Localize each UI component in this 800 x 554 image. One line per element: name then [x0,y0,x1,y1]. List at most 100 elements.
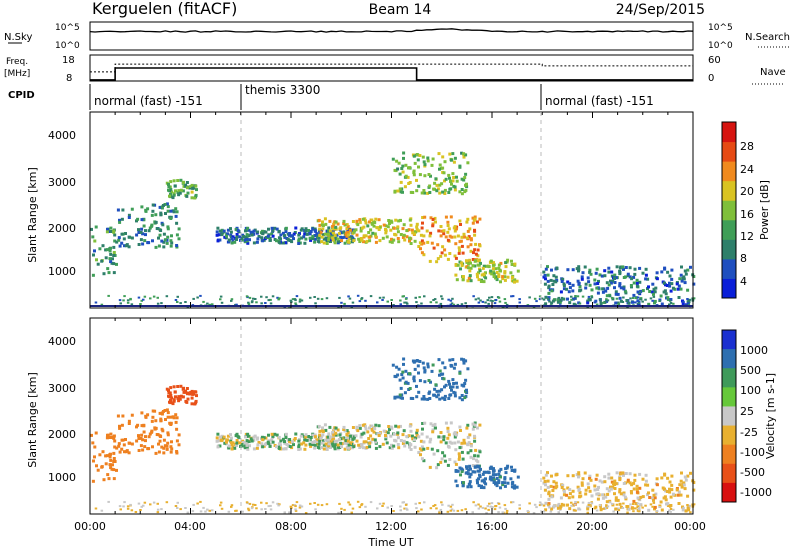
sky-right-label: N.Search [745,32,790,43]
power-echo-cell [334,225,338,229]
velocity-echo-cell [144,439,147,443]
power-echo-cell [404,163,408,167]
power-echo-cell [316,234,320,237]
velocity-echo-cell [418,447,422,451]
velocity-echo-cell [252,447,256,451]
velocity-echo-cell [189,391,193,394]
velocity-echo-cell [244,435,247,439]
power-echo-cell [360,238,364,242]
velocity-echo-cell [413,367,417,371]
velocity-near-range-cell [692,503,696,506]
velocity-echo-cell [622,491,626,495]
power-echo-cell [497,263,501,267]
power-echo-cell [635,281,639,285]
velocity-echo-cell [546,479,550,483]
velocity-echo-cell [443,394,447,398]
power-echo-cell [510,259,513,263]
velocity-near-range-cell [559,507,562,510]
power-echo-cell [218,229,222,233]
velocity-echo-cell [669,495,673,499]
velocity-echo-cell [112,451,116,455]
power-echo-cell [571,289,575,293]
power-echo-cell [399,233,403,236]
velocity-echo-cell [162,451,166,455]
power-echo-cell [597,279,600,283]
power-near-range-cell [122,299,125,302]
power-echo-cell [378,239,382,243]
power-echo-cell [549,278,553,282]
velocity-echo-cell [431,430,435,434]
power-echo-cell [441,245,445,249]
velocity-echo-cell [544,483,547,487]
velocity-echo-cell [247,434,251,438]
xtick-0400: 04:00 [174,520,206,533]
power-echo-cell [334,220,338,224]
power-echo-cell [546,279,550,283]
velocity-echo-cell [613,492,616,496]
velocity-echo-cell [670,474,674,478]
power-echo-cell [492,272,496,276]
velocity-echo-cell [338,433,342,437]
velocity-echo-cell [546,471,549,475]
velocity-echo-cell [458,371,462,375]
velocity-echo-cell [562,490,566,493]
velocity-near-range-cell [381,505,384,507]
velocity-echo-cell [454,469,458,472]
power-echo-cell [226,228,230,232]
velocity-echo-cell [680,471,683,475]
velocity-echo-cell [503,481,507,485]
velocity-echo-cell [613,487,617,490]
power-echo-cell [182,184,186,188]
velocity-echo-cell [556,506,560,510]
power-echo-cell [368,220,371,224]
velocity-echo-cell [148,432,152,436]
power-near-range-cell [267,299,270,302]
vel-ytick-3000: 3000 [48,382,76,395]
power-echo-cell [233,240,237,244]
velocity-echo-cell [448,440,452,444]
velocity-near-range-cell [684,510,687,513]
power-echo-cell [115,240,119,244]
power-echo-cell [463,235,467,239]
power-colorbar-ticks: 28 24 20 16 12 8 4 [740,140,754,288]
velocity-echo-cell [397,425,401,429]
power-echo-cell [277,229,281,233]
power-echo-cell [448,176,451,180]
power-echo-cell [171,196,175,200]
velocity-echo-cell [118,450,122,454]
velocity-near-range-cell [313,502,316,504]
power-colorbar-frame [721,121,737,299]
velocity-echo-cell [165,447,169,451]
velocity-echo-cell [469,485,473,489]
velocity-near-range-cell [119,508,122,511]
velocity-echo-cell [422,395,426,398]
velocity-echo-cell [692,488,696,492]
velocity-echo-cell [117,444,121,448]
velocity-echo-cell [619,492,623,496]
velocity-near-range-cell [129,503,132,506]
power-near-range-cell [477,301,481,304]
velocity-echo-cell [586,482,590,486]
power-near-range-cell [165,295,169,298]
velocity-echo-cell [231,441,235,445]
velocity-near-range-cell [142,504,145,507]
power-echo-cell [471,264,475,268]
power-echo-cell [647,285,650,289]
velocity-near-range-cell [622,502,625,505]
velocity-echo-cell [277,446,281,450]
power-echo-cell [646,277,650,281]
velocity-echo-cell [328,444,332,448]
velocity-near-range-cell [230,505,233,508]
power-echo-cell [677,296,681,299]
velocity-echo-cell [601,493,605,497]
velocity-echo-cell [609,487,613,491]
velocity-echo-cell [158,439,162,443]
power-panel-frame [89,111,694,309]
velocity-echo-cell [139,444,143,448]
velocity-echo-cell [543,488,547,492]
power-near-range-cell [439,302,443,305]
velocity-near-range-cell [578,508,582,511]
sky-panel-frame [89,21,694,51]
power-echo-cell [423,215,427,219]
power-near-range-cell [291,298,295,301]
